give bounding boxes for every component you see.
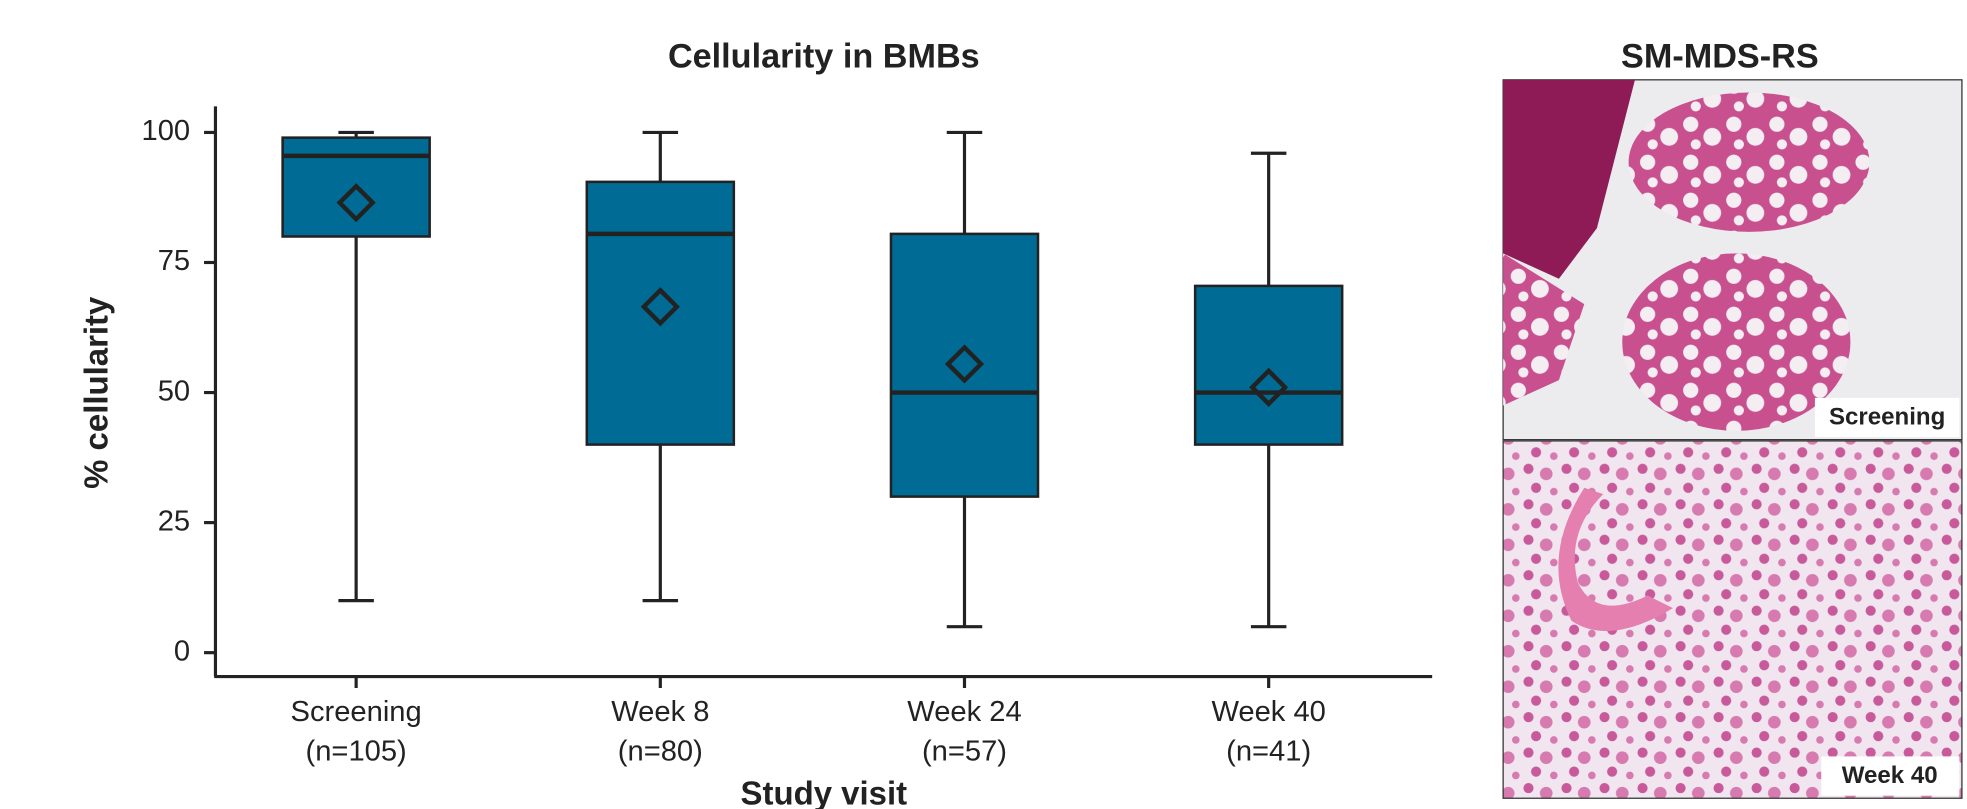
mean-marker bbox=[336, 183, 376, 223]
x-tick-label: Screening bbox=[291, 696, 422, 728]
x-tick-label: Week 24 bbox=[907, 696, 1021, 728]
x-tick-label: Week 40 bbox=[1211, 696, 1325, 728]
y-tick-label: 0 bbox=[174, 635, 190, 667]
y-tick-label: 75 bbox=[158, 245, 190, 277]
x-tick-sublabel: (n=57) bbox=[922, 735, 1007, 767]
x-tick-sublabel: (n=105) bbox=[306, 735, 407, 767]
image-week-40: Week 40 bbox=[1502, 440, 1963, 799]
box bbox=[1193, 284, 1344, 446]
image-screening: Screening bbox=[1502, 79, 1963, 441]
image-label: Screening bbox=[1829, 403, 1945, 430]
box bbox=[585, 180, 736, 446]
x-axis-label: Study visit bbox=[741, 774, 908, 809]
y-tick-label: 25 bbox=[158, 505, 190, 537]
mean-marker bbox=[640, 287, 680, 327]
y-axis-label: % cellularity bbox=[78, 296, 115, 489]
y-tick-label: 100 bbox=[141, 115, 190, 147]
mean-marker bbox=[1249, 367, 1289, 407]
x-tick-label: Week 8 bbox=[611, 696, 709, 728]
y-tick-label: 50 bbox=[158, 375, 190, 407]
box bbox=[889, 232, 1040, 498]
x-tick-sublabel: (n=80) bbox=[618, 735, 703, 767]
chart-title: Cellularity in BMBs bbox=[668, 37, 980, 75]
panel-title: SM-MDS-RS bbox=[1621, 37, 1819, 75]
mean-marker bbox=[944, 344, 985, 384]
image-label: Week 40 bbox=[1842, 762, 1938, 789]
x-tick-sublabel: (n=41) bbox=[1226, 735, 1311, 767]
